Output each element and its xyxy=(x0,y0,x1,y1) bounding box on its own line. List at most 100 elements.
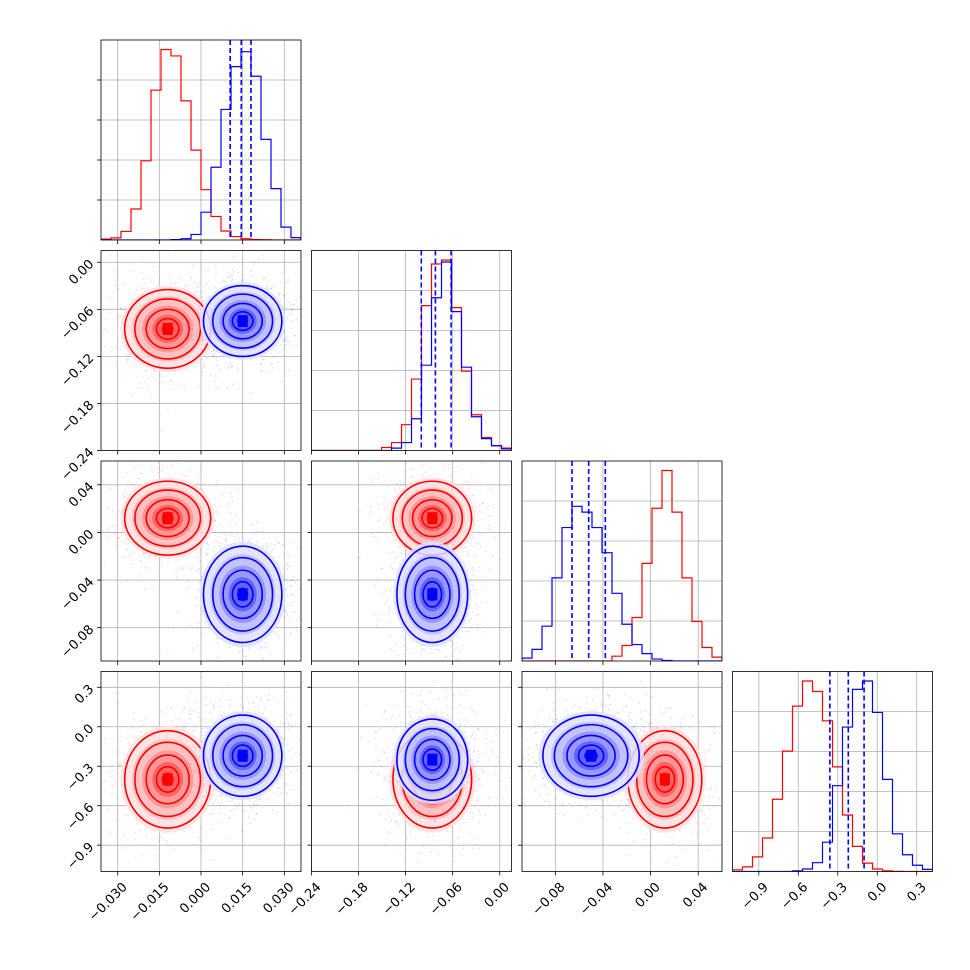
sample-point xyxy=(399,530,402,533)
sample-point xyxy=(283,615,286,618)
sample-point xyxy=(382,523,385,526)
sample-point xyxy=(188,467,191,470)
sample-point xyxy=(189,624,192,626)
sample-point xyxy=(492,554,494,557)
sample-point xyxy=(172,466,175,469)
sample-point xyxy=(139,382,142,384)
sample-point xyxy=(196,627,199,629)
sample-point xyxy=(124,488,126,491)
sample-point xyxy=(108,770,111,773)
sample-point xyxy=(164,375,166,378)
sample-point xyxy=(262,277,265,280)
sample-point xyxy=(470,476,473,479)
sample-point xyxy=(388,610,391,612)
sample-point xyxy=(272,355,275,358)
sample-point xyxy=(154,438,156,440)
sample-point xyxy=(214,497,216,500)
sample-point xyxy=(210,373,213,376)
sample-point xyxy=(377,503,380,506)
sample-point xyxy=(176,570,179,573)
sample-point xyxy=(281,381,283,384)
sample-point xyxy=(238,537,241,540)
sample-point xyxy=(114,692,117,695)
sample-point xyxy=(118,764,121,767)
sample-point xyxy=(216,479,219,482)
sample-point xyxy=(209,858,212,861)
sample-point xyxy=(464,563,466,566)
sample-point xyxy=(200,356,202,358)
panel-1-0: 0.00−0.06−0.12−0.18−0.24 xyxy=(49,250,310,484)
sample-point xyxy=(351,528,354,531)
sample-point xyxy=(124,538,126,540)
sample-point xyxy=(209,813,212,815)
sample-point xyxy=(126,358,129,361)
sample-point xyxy=(285,339,288,341)
sample-point xyxy=(284,609,287,612)
sample-point xyxy=(229,646,231,649)
sample-point xyxy=(237,369,240,372)
sample-point xyxy=(173,473,176,476)
sample-point xyxy=(278,294,281,296)
sample-point xyxy=(230,274,233,277)
sample-point xyxy=(216,387,219,389)
sample-point xyxy=(421,465,423,468)
sample-point xyxy=(201,300,204,302)
sample-point xyxy=(369,476,372,478)
sample-point xyxy=(230,492,233,495)
sample-point xyxy=(409,547,412,549)
sample-point xyxy=(123,492,126,495)
sample-point xyxy=(383,614,385,617)
sample-point xyxy=(140,719,142,722)
sample-point xyxy=(123,813,125,816)
sample-point xyxy=(106,809,108,812)
sample-point xyxy=(152,586,154,589)
sample-point xyxy=(196,596,199,599)
sample-point xyxy=(487,524,490,526)
sample-point xyxy=(113,532,116,535)
sample-point xyxy=(166,652,169,654)
sample-point xyxy=(168,345,170,348)
sample-point xyxy=(219,546,221,549)
sample-point xyxy=(421,647,424,650)
sample-point xyxy=(145,718,148,720)
sample-point xyxy=(215,364,218,366)
sample-point xyxy=(167,557,170,559)
sample-point xyxy=(117,749,120,752)
sample-point xyxy=(140,560,143,563)
sample-point xyxy=(240,280,243,283)
sample-point xyxy=(180,275,182,278)
sample-point xyxy=(504,520,507,523)
contour-line xyxy=(404,556,461,632)
sample-point xyxy=(235,523,238,526)
sample-point xyxy=(414,527,417,530)
sample-point xyxy=(298,587,301,590)
sample-point xyxy=(149,568,152,571)
sample-point xyxy=(295,344,298,346)
sample-point xyxy=(144,834,147,837)
sample-point xyxy=(143,588,146,591)
sample-point xyxy=(198,581,201,583)
sample-point xyxy=(308,317,310,319)
sample-point xyxy=(393,539,396,542)
contour-line xyxy=(421,507,444,529)
sample-point xyxy=(480,601,483,603)
sample-point xyxy=(463,661,465,663)
sample-point xyxy=(231,268,234,271)
sample-point xyxy=(384,574,387,577)
sample-point xyxy=(205,345,207,348)
sample-point xyxy=(169,707,172,709)
sample-point xyxy=(389,595,392,598)
sample-point xyxy=(49,390,51,392)
sample-point xyxy=(290,306,292,309)
sample-point xyxy=(213,705,215,708)
sample-point xyxy=(465,545,467,548)
sample-point xyxy=(204,343,207,346)
sample-point xyxy=(476,623,478,626)
sample-point xyxy=(167,472,169,475)
sample-point xyxy=(433,473,436,476)
sample-point xyxy=(443,529,445,532)
sample-point xyxy=(498,558,501,560)
sample-point xyxy=(108,312,110,315)
panel-2-2 xyxy=(521,460,723,665)
sample-point xyxy=(125,547,128,550)
